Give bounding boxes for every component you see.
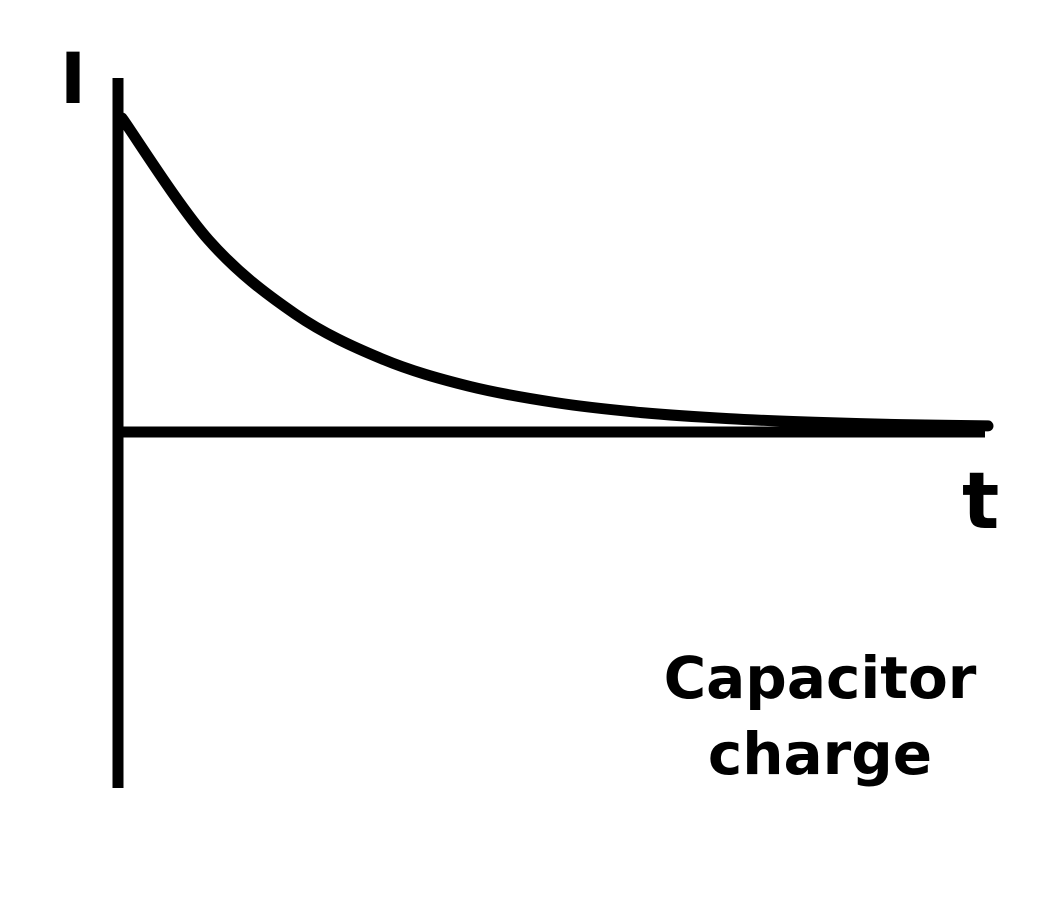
current-decay-curve — [116, 112, 994, 432]
chart-caption: Capacitor charge — [620, 640, 1020, 792]
x-axis-label: t — [962, 457, 999, 547]
caption-line-1: Capacitor — [663, 644, 977, 712]
y-axis-label: I — [60, 38, 86, 120]
caption-line-2: charge — [707, 720, 933, 788]
